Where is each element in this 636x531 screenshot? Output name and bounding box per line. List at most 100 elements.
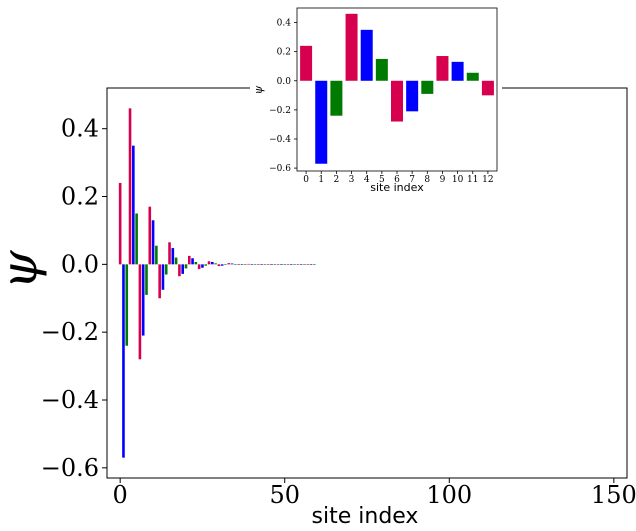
inset-x-tick-label: 0	[303, 175, 309, 185]
main-bar-site-6	[138, 264, 142, 360]
main-bar-site-8	[145, 264, 148, 295]
main-bar-site-54	[296, 264, 300, 265]
main-bar-site-27	[207, 261, 211, 265]
inset-bar-site-4	[360, 29, 373, 81]
main-x-axis-label: site index	[312, 504, 419, 529]
main-bar-site-49	[280, 264, 283, 265]
main-bar-site-35	[234, 264, 237, 265]
main-bar-site-11	[155, 245, 158, 265]
main-bar-site-24	[197, 264, 201, 270]
inset-bar-site-7	[406, 80, 419, 112]
main-bar-site-37	[240, 264, 244, 265]
inset-bar-site-2	[330, 80, 343, 116]
main-bar-site-19	[181, 264, 184, 274]
main-bar-site-30	[217, 264, 221, 267]
inset-bar-site-6	[391, 80, 403, 122]
inset-x-tick-label: 3	[349, 175, 355, 185]
main-bar-site-53	[293, 264, 296, 265]
main-bar-site-48	[276, 264, 280, 265]
main-bar-site-59	[313, 264, 316, 265]
inset-x-tick-label: 9	[440, 175, 446, 185]
main-bar-site-52	[290, 264, 293, 265]
inset-bars	[300, 13, 494, 164]
main-bar-site-15	[168, 242, 171, 265]
inset-x-tick-label: 6	[394, 175, 400, 185]
main-bar-site-40	[250, 264, 254, 265]
main-y-tick-label: −0.4	[41, 386, 99, 414]
inset-x-tick-label: 10	[452, 175, 464, 185]
main-bar-site-39	[247, 263, 250, 265]
inset-bar-site-1	[315, 80, 328, 164]
inset-y-tick-label: 0.0	[277, 77, 292, 87]
inset-bar-site-0	[300, 45, 313, 81]
main-x-tick-label: 150	[591, 481, 636, 509]
main-bar-site-14	[164, 264, 168, 275]
inset-bar-site-12	[481, 80, 494, 96]
main-bars	[118, 108, 316, 458]
inset-x-tick-label: 2	[334, 175, 340, 185]
main-bar-site-22	[191, 258, 194, 265]
main-bar-site-47	[273, 264, 277, 265]
main-bar-site-28	[211, 261, 214, 265]
main-y-tick-label: 0.0	[61, 250, 99, 278]
main-x-ticks: 0 50 100 150	[113, 478, 636, 509]
inset-x-tick-label: 5	[379, 175, 385, 185]
main-bar-site-29	[214, 263, 217, 265]
main-bar-site-42	[257, 264, 260, 265]
main-bar-site-0	[118, 182, 122, 265]
main-bar-site-58	[309, 264, 313, 265]
main-bar-site-2	[125, 264, 129, 346]
main-bar-site-13	[161, 264, 165, 290]
inset-x-tick-label: 4	[364, 175, 370, 185]
inset-x-tick-label: 11	[467, 175, 478, 185]
inset-y-tick-label: −0.4	[269, 135, 291, 145]
main-bar-site-3	[128, 108, 132, 265]
main-bar-site-31	[220, 264, 224, 266]
main-bar-site-5	[135, 213, 138, 265]
main-bar-site-25	[201, 264, 204, 268]
main-x-tick-label: 0	[113, 481, 128, 509]
inset-y-tick-label: 0.2	[277, 48, 291, 58]
main-bar-site-7	[141, 264, 145, 336]
main-bar-site-57	[306, 264, 310, 265]
inset-bar-site-5	[375, 58, 388, 81]
inset-x-tick-label: 12	[482, 175, 493, 185]
main-bar-site-41	[253, 264, 257, 265]
main-x-tick-label: 100	[426, 481, 472, 509]
inset-y-axis-label: ψ	[252, 85, 265, 94]
inset-chart-panel: 0 1 2 3 4 5 6 7 8 9 10 11 12 −0.6−0.4−0.20.00.20.4 s…	[250, 2, 502, 198]
main-bar-site-38	[243, 264, 247, 265]
inset-x-ticks: 0 1 2 3 4 5 6 7 8 9 10 11 12	[303, 171, 494, 185]
inset-y-tick-label: −0.6	[269, 164, 291, 174]
inset-bar-site-3	[345, 13, 358, 81]
main-bar-site-33	[227, 263, 231, 265]
inset-x-tick-label: 7	[409, 175, 415, 185]
main-bar-site-50	[283, 264, 287, 265]
inset-x-tick-label: 8	[424, 175, 430, 185]
inset-bar-site-8	[421, 80, 434, 94]
main-bar-site-20	[184, 264, 188, 269]
main-y-tick-label: 0.4	[61, 115, 99, 143]
inset-y-ticks: −0.6 −0.4 −0.2 0.0 0.2 0.4	[269, 19, 297, 174]
main-bar-site-45	[266, 264, 270, 265]
inset-background	[250, 2, 502, 198]
main-bar-site-21	[187, 255, 191, 265]
inset-bar-site-10	[451, 61, 464, 81]
main-bar-site-36	[237, 264, 240, 266]
main-chart-panel: 0 50 100 150 −0.6−0.4−0.20.00.20.4 site ind…	[0, 87, 636, 529]
main-bar-site-23	[194, 261, 198, 265]
main-bar-site-18	[178, 264, 181, 277]
main-bar-site-46	[270, 264, 273, 265]
main-bar-site-55	[299, 264, 303, 265]
main-bar-site-34	[230, 263, 234, 265]
main-y-tick-label: −0.6	[41, 454, 99, 482]
main-bar-site-51	[286, 264, 290, 265]
main-bar-site-12	[158, 264, 161, 299]
inset-y-tick-label: −0.2	[269, 106, 291, 116]
inset-y-tick-label: 0.4	[277, 19, 292, 29]
main-bar-site-9	[148, 206, 152, 265]
main-y-tick-label: −0.2	[41, 318, 99, 346]
main-bar-site-17	[174, 257, 178, 265]
main-bar-site-32	[224, 264, 227, 265]
